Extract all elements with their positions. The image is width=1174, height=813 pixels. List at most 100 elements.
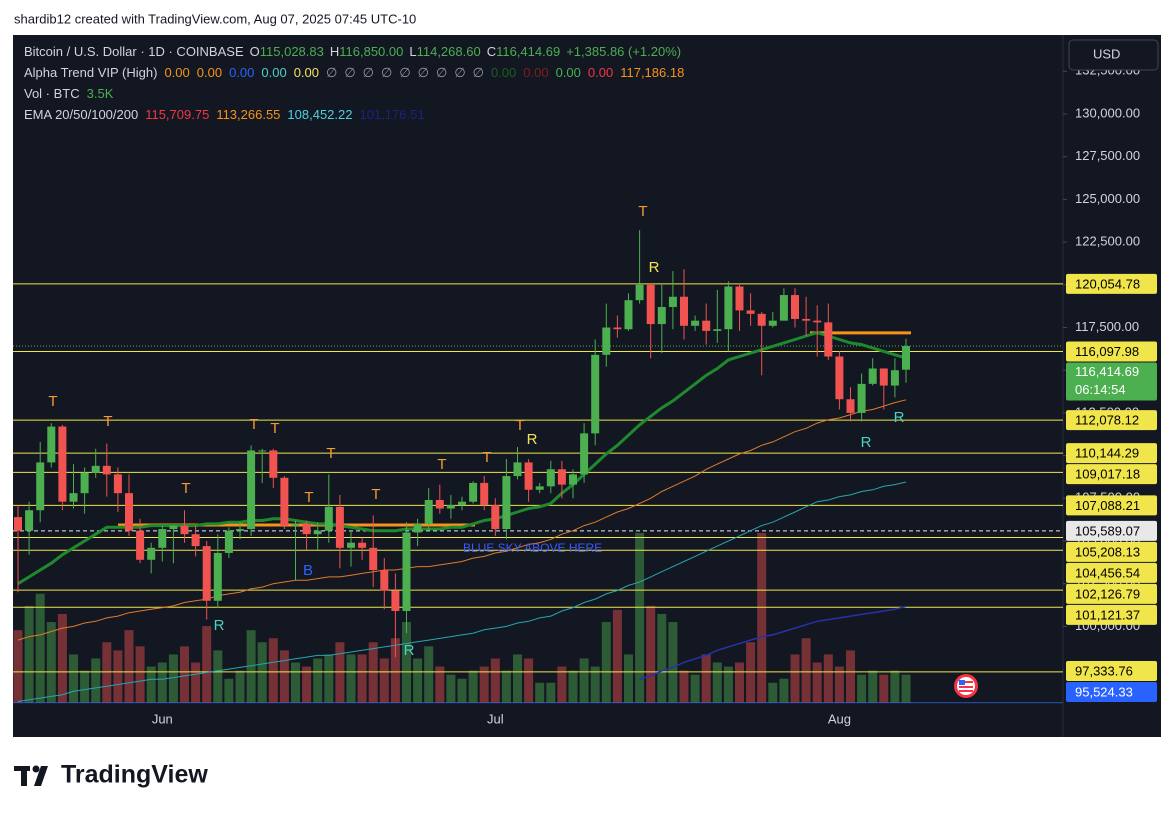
price-badge-label: 105,208.13 <box>1075 544 1140 559</box>
candle-body <box>91 465 100 473</box>
candle-body <box>779 295 788 321</box>
brand-logo <box>14 765 48 786</box>
candle-body <box>446 505 455 509</box>
volume-bar <box>13 630 23 703</box>
candle-body <box>902 346 910 370</box>
legend-item: H <box>330 44 339 59</box>
candle-body <box>80 472 89 494</box>
legend-item: ∅ <box>344 65 355 80</box>
candle-body <box>613 327 622 330</box>
legend-item: 0.00 <box>229 65 254 80</box>
volume-bar <box>435 666 445 703</box>
volume-bar <box>413 658 423 703</box>
volume-bar <box>635 533 645 703</box>
candle-body <box>890 370 899 386</box>
current-price-label: 116,414.69 <box>1075 364 1139 379</box>
candle-body <box>269 450 278 478</box>
current-price-badge <box>1066 362 1157 401</box>
volume-bar <box>91 658 101 703</box>
y-tick-label: 117,500.00 <box>1075 319 1139 334</box>
volume-bar <box>890 670 900 703</box>
candle-body <box>291 523 300 526</box>
volume-bar <box>279 650 289 703</box>
legend-item: 116,850.00 <box>339 44 403 59</box>
volume-bar <box>257 642 267 703</box>
candle-body <box>125 493 133 531</box>
signal-label: R <box>861 434 872 451</box>
volume-bar <box>35 593 45 703</box>
volume-bar <box>668 622 678 703</box>
signal-label: R <box>894 409 905 426</box>
price-badge <box>1066 520 1157 541</box>
volume-bar <box>612 609 622 703</box>
signal-label: R <box>214 617 225 634</box>
brand: TradingView <box>61 761 208 789</box>
candle-body <box>25 510 34 531</box>
legend-item: 116,414.69 <box>496 44 560 59</box>
volume-bar <box>457 678 467 703</box>
x-tick-label: Jul <box>487 711 504 726</box>
price-badge-label: 105,589.07 <box>1075 523 1140 538</box>
volume-bar <box>213 650 223 703</box>
candle-body <box>435 500 444 509</box>
candle-body <box>280 477 289 526</box>
volume-bar <box>479 666 489 703</box>
candle-body <box>768 320 777 326</box>
signal-label: T <box>371 486 380 503</box>
volume-bar <box>768 682 778 703</box>
legend-item: 114,268.60 <box>417 44 481 59</box>
candle-body <box>180 525 189 535</box>
legend-item: 0.00 <box>588 65 613 80</box>
volume-bar <box>579 658 589 703</box>
candle-body <box>635 284 644 301</box>
price-badge-label: 95,524.33 <box>1075 684 1133 699</box>
candle-body <box>580 433 589 475</box>
candle-body <box>713 329 722 331</box>
volume-bar <box>313 658 323 703</box>
volume-bar <box>557 666 567 703</box>
signal-label: R <box>404 642 415 659</box>
volume-bar <box>468 670 478 703</box>
volume-bar <box>24 605 34 703</box>
candle-body <box>757 313 766 326</box>
volume-bar <box>402 622 411 703</box>
candle-body <box>302 523 311 535</box>
candle-body <box>879 368 888 386</box>
volume-bar <box>701 654 711 703</box>
volume-bar <box>657 613 667 703</box>
legend-item: ∅ <box>454 65 465 80</box>
volume-bar <box>135 646 145 703</box>
candle-body <box>569 474 577 485</box>
legend-item: ∅ <box>363 65 374 80</box>
volume-bar <box>746 642 756 703</box>
candle-body <box>14 517 22 531</box>
volume-bar <box>202 626 212 703</box>
price-badge-label: 109,017.18 <box>1075 467 1140 482</box>
signal-label: B <box>303 562 313 579</box>
candle-body <box>424 500 433 524</box>
volume-bar <box>712 662 722 703</box>
price-badge-label: 107,088.21 <box>1075 498 1140 513</box>
candle-body <box>313 530 322 535</box>
legend-item: Alpha Trend VIP (High) <box>24 65 157 80</box>
volume-bar <box>102 642 112 703</box>
volume-bar <box>124 630 134 703</box>
volume-bar <box>624 654 633 703</box>
currency-button[interactable] <box>1068 39 1159 71</box>
legend-item: 0.00 <box>261 65 286 80</box>
signal-label: T <box>249 416 258 433</box>
price-badge <box>1066 341 1157 362</box>
signal-label: T <box>638 203 647 220</box>
candle-body <box>347 542 355 548</box>
candle-body <box>202 546 211 601</box>
y-tick-label: 122,500.00 <box>1075 234 1140 249</box>
candle-body <box>236 529 244 531</box>
candle-body <box>557 469 566 485</box>
volume-bar <box>735 662 744 703</box>
volume-bar <box>168 654 178 703</box>
volume-bar <box>857 674 867 703</box>
candle-body <box>147 547 156 560</box>
ema-line <box>17 331 907 585</box>
candle-body <box>391 590 400 612</box>
